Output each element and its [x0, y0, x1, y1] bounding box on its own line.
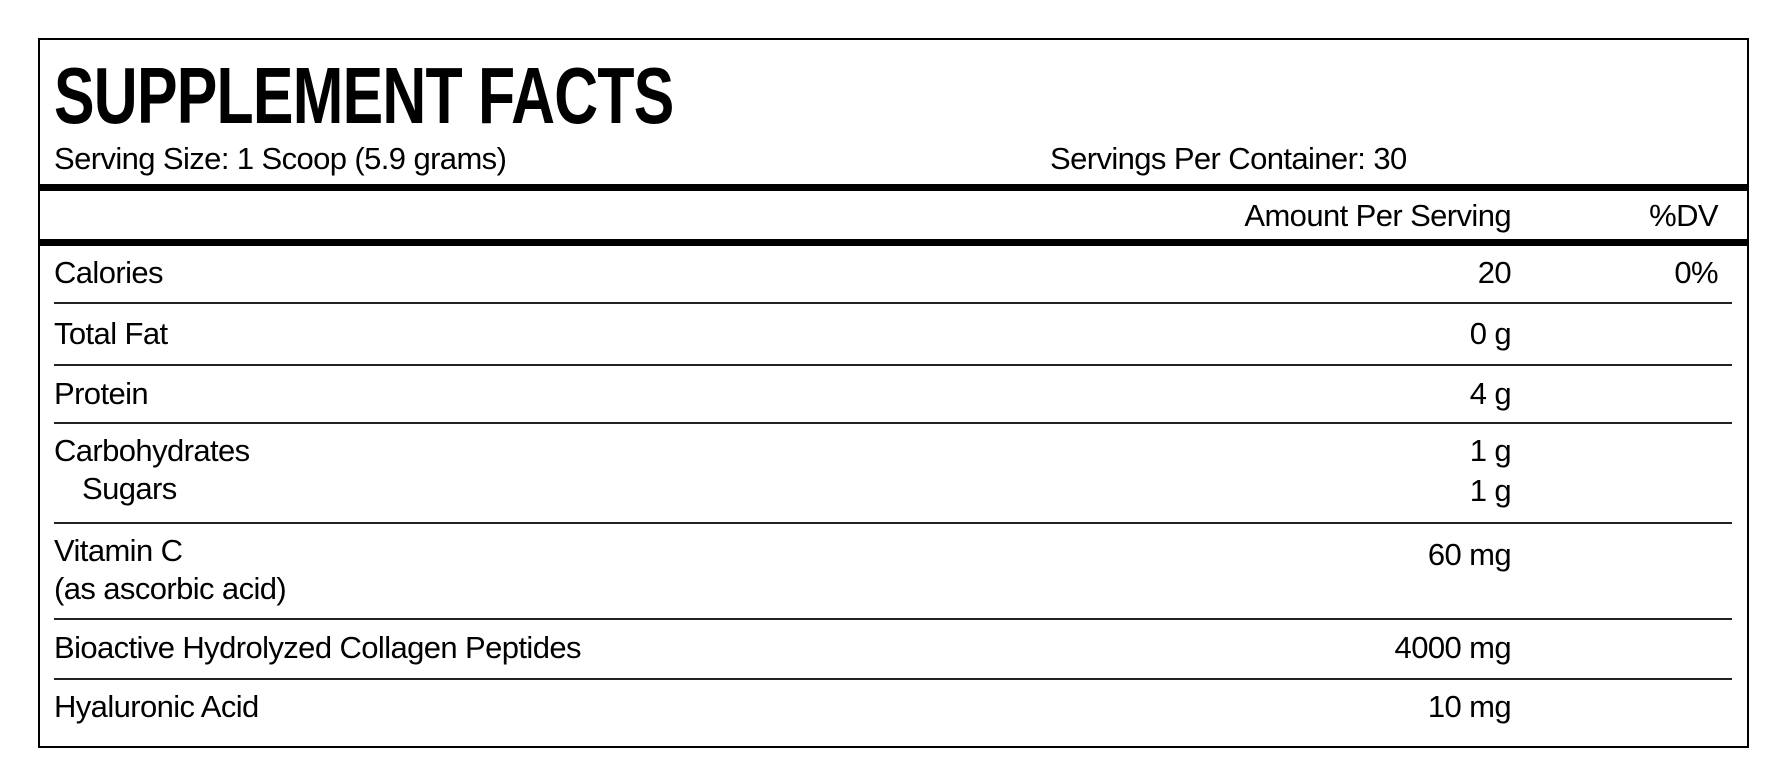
supplement-facts-panel: SUPPLEMENT FACTS Serving Size: 1 Scoop (… [38, 38, 1749, 748]
thick-divider [40, 184, 1747, 191]
sub-nutrient-name: Sugars [82, 471, 177, 506]
row-divider [54, 302, 1732, 304]
servings-per-container: Servings Per Container: 30 [1050, 141, 1407, 176]
nutrient-name: Carbohydrates [54, 433, 250, 468]
thick-divider [40, 239, 1747, 246]
dv-header: %DV [1649, 198, 1718, 233]
row-divider [54, 522, 1732, 524]
nutrient-name: Protein [54, 376, 149, 411]
serving-size: Serving Size: 1 Scoop (5.9 grams) [54, 141, 507, 176]
nutrient-amount: 0 g [1469, 316, 1512, 351]
nutrient-name: Calories [54, 255, 164, 290]
nutrient-name: Bioactive Hydrolyzed Collagen Peptides [54, 630, 581, 665]
nutrient-amount: 10 mg [1427, 689, 1512, 724]
nutrient-name: Vitamin C [54, 533, 183, 568]
row-divider [54, 618, 1732, 620]
nutrient-note: (as ascorbic acid) [54, 571, 287, 606]
nutrient-amount: 60 mg [1427, 537, 1512, 572]
sub-nutrient-amount: 1 g [1469, 473, 1512, 508]
row-divider [54, 422, 1732, 424]
panel-title: SUPPLEMENT FACTS [54, 51, 674, 140]
row-divider [54, 678, 1732, 680]
nutrient-dv: 0% [1674, 255, 1718, 290]
amount-header: Amount Per Serving [1244, 198, 1511, 233]
nutrient-amount: 20 [1477, 255, 1512, 290]
nutrient-name: Total Fat [54, 316, 168, 351]
nutrient-amount: 1 g [1469, 433, 1512, 468]
nutrient-name: Hyaluronic Acid [54, 689, 259, 724]
row-divider [54, 364, 1732, 366]
nutrient-amount: 4000 mg [1394, 630, 1512, 665]
nutrient-amount: 4 g [1469, 376, 1512, 411]
